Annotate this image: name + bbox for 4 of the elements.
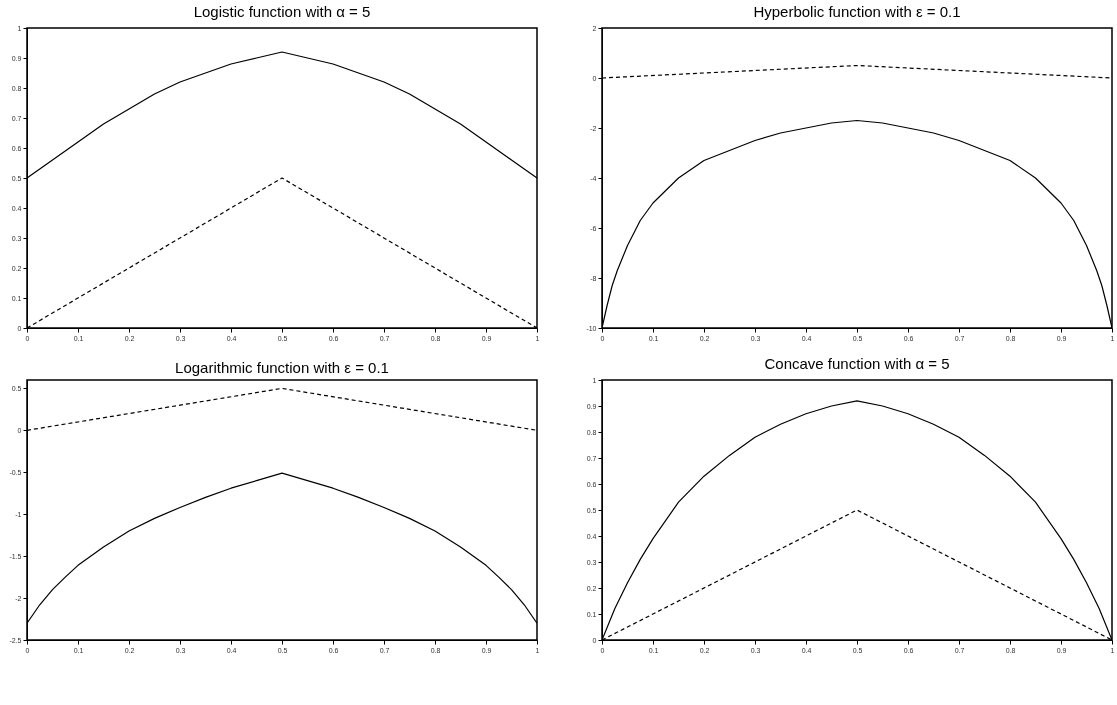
chart-title: Hyperbolic function with ε = 0.1 [753, 3, 961, 20]
chart-title: Concave function with α = 5 [764, 355, 950, 372]
chart-title: Logistic function with α = 5 [193, 3, 371, 20]
chart-title: Logarithmic function with ε = 0.1 [175, 359, 389, 376]
